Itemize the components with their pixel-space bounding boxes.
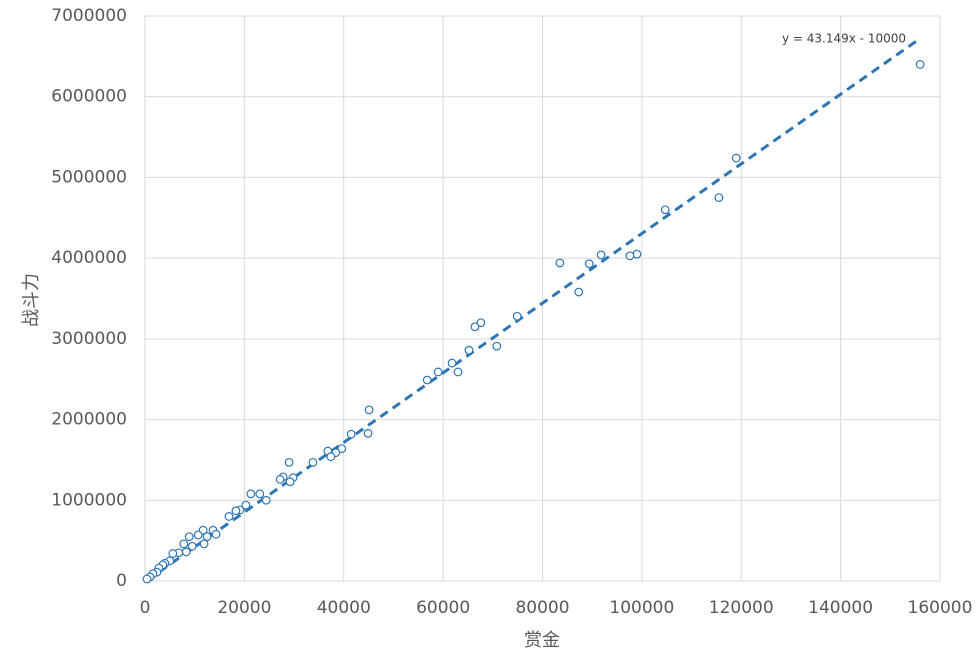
point	[714, 193, 724, 203]
point	[231, 506, 241, 516]
point	[584, 259, 594, 269]
point	[470, 322, 480, 332]
point	[193, 530, 203, 540]
trendline	[146, 37, 921, 582]
y-tick-label: 5000000	[51, 167, 127, 187]
point	[447, 358, 457, 368]
point	[202, 532, 212, 542]
point	[596, 250, 606, 260]
point	[660, 205, 670, 215]
point	[337, 444, 347, 454]
point	[464, 345, 474, 355]
point	[261, 495, 271, 505]
point	[199, 539, 209, 549]
point	[284, 457, 294, 467]
x-tick-label: 100000	[609, 598, 674, 618]
point	[363, 428, 373, 438]
x-tick-label: 60000	[416, 598, 470, 618]
x-tick-label: 40000	[317, 598, 371, 618]
x-tick-label: 140000	[808, 598, 873, 618]
point	[181, 547, 191, 557]
point	[632, 249, 642, 259]
point	[574, 287, 584, 297]
point	[246, 489, 256, 499]
point	[492, 341, 502, 351]
point	[179, 539, 189, 549]
point	[915, 60, 925, 69]
point	[364, 405, 374, 415]
x-axis-title: 赏金	[524, 630, 560, 651]
y-tick-label: 2000000	[51, 410, 127, 430]
x-tick-label: 120000	[709, 598, 774, 618]
point	[422, 375, 432, 385]
point	[326, 452, 336, 462]
point	[453, 367, 463, 377]
point	[142, 574, 152, 584]
x-tick-label: 160000	[908, 598, 973, 618]
trendline-label: y = 43.149x - 10000	[782, 32, 906, 46]
point	[555, 258, 565, 268]
x-tick-label: 80000	[515, 598, 569, 618]
point	[187, 541, 197, 551]
point	[731, 153, 741, 163]
point	[512, 311, 522, 321]
y-tick-label: 0	[116, 571, 127, 591]
point	[476, 318, 486, 328]
x-tick-label: 0	[140, 598, 151, 618]
point	[224, 512, 234, 521]
point	[211, 529, 221, 539]
y-tick-label: 6000000	[51, 87, 127, 107]
point	[625, 251, 635, 261]
x-tick-label: 20000	[217, 598, 271, 618]
y-tick-label: 3000000	[51, 329, 127, 349]
point	[168, 549, 178, 558]
y-tick-label: 1000000	[51, 490, 127, 510]
point	[241, 500, 251, 510]
point	[285, 477, 295, 487]
point	[255, 489, 265, 499]
point	[275, 474, 285, 484]
point	[308, 457, 318, 467]
y-tick-label: 4000000	[51, 248, 127, 268]
y-axis-title: 战斗力	[21, 273, 42, 327]
point	[433, 367, 443, 377]
y-tick-label: 7000000	[51, 6, 127, 26]
point	[184, 532, 194, 542]
point	[346, 429, 356, 439]
